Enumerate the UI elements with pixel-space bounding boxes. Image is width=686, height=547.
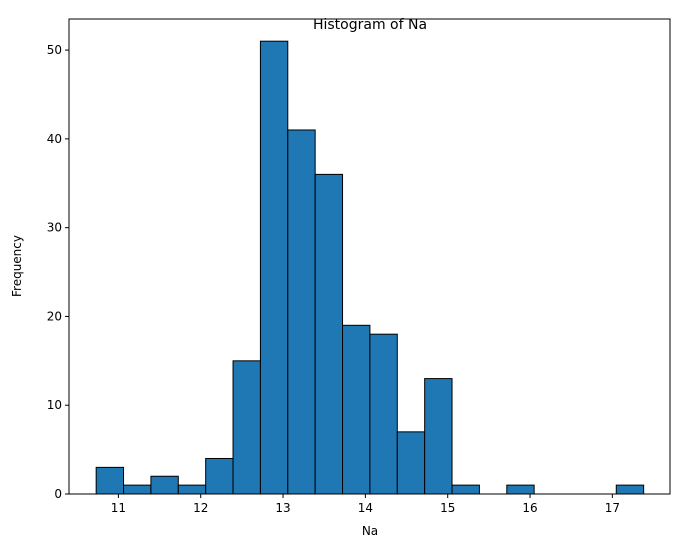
- y-tick-label: 40: [47, 132, 62, 146]
- y-axis-ticks: 0 10 20 30 40 50: [47, 43, 69, 501]
- histogram-bar: [177, 484, 207, 495]
- y-axis-label: Frequency: [10, 235, 24, 297]
- x-tick-label: 15: [440, 501, 455, 515]
- histogram-bar: [259, 40, 289, 495]
- histogram-bar: [506, 484, 535, 495]
- histogram-bar: [150, 475, 179, 495]
- histogram-bar: [205, 457, 234, 495]
- histogram-bar: [369, 333, 398, 495]
- y-tick-label: 30: [47, 221, 62, 235]
- histogram-bar: [342, 324, 371, 495]
- bars-group: [95, 40, 645, 495]
- histogram-bar: [287, 129, 316, 495]
- x-tick-label: 16: [522, 501, 537, 515]
- histogram-bar: [123, 484, 152, 495]
- x-tick-label: 17: [605, 501, 620, 515]
- chart-title: Histogram of Na: [313, 17, 427, 33]
- x-tick-label: 12: [193, 501, 208, 515]
- histogram-bar: [95, 466, 125, 495]
- y-tick-label: 20: [47, 309, 62, 323]
- x-axis-ticks: 11 12 13 14 15 16 17: [111, 494, 620, 515]
- x-tick-label: 11: [111, 501, 126, 515]
- x-tick-label: 14: [358, 501, 373, 515]
- x-tick-label: 13: [275, 501, 290, 515]
- histogram-bar: [615, 484, 645, 495]
- histogram-bar: [396, 431, 426, 495]
- x-axis-label: Na: [362, 524, 378, 538]
- histogram-bar: [314, 173, 344, 495]
- y-tick-label: 0: [54, 487, 62, 501]
- y-tick-label: 50: [47, 43, 62, 57]
- histogram-bar: [451, 484, 480, 495]
- y-tick-label: 10: [47, 398, 62, 412]
- histogram-bar: [232, 360, 261, 495]
- histogram-bar: [424, 378, 453, 495]
- plot-frame: [68, 18, 671, 495]
